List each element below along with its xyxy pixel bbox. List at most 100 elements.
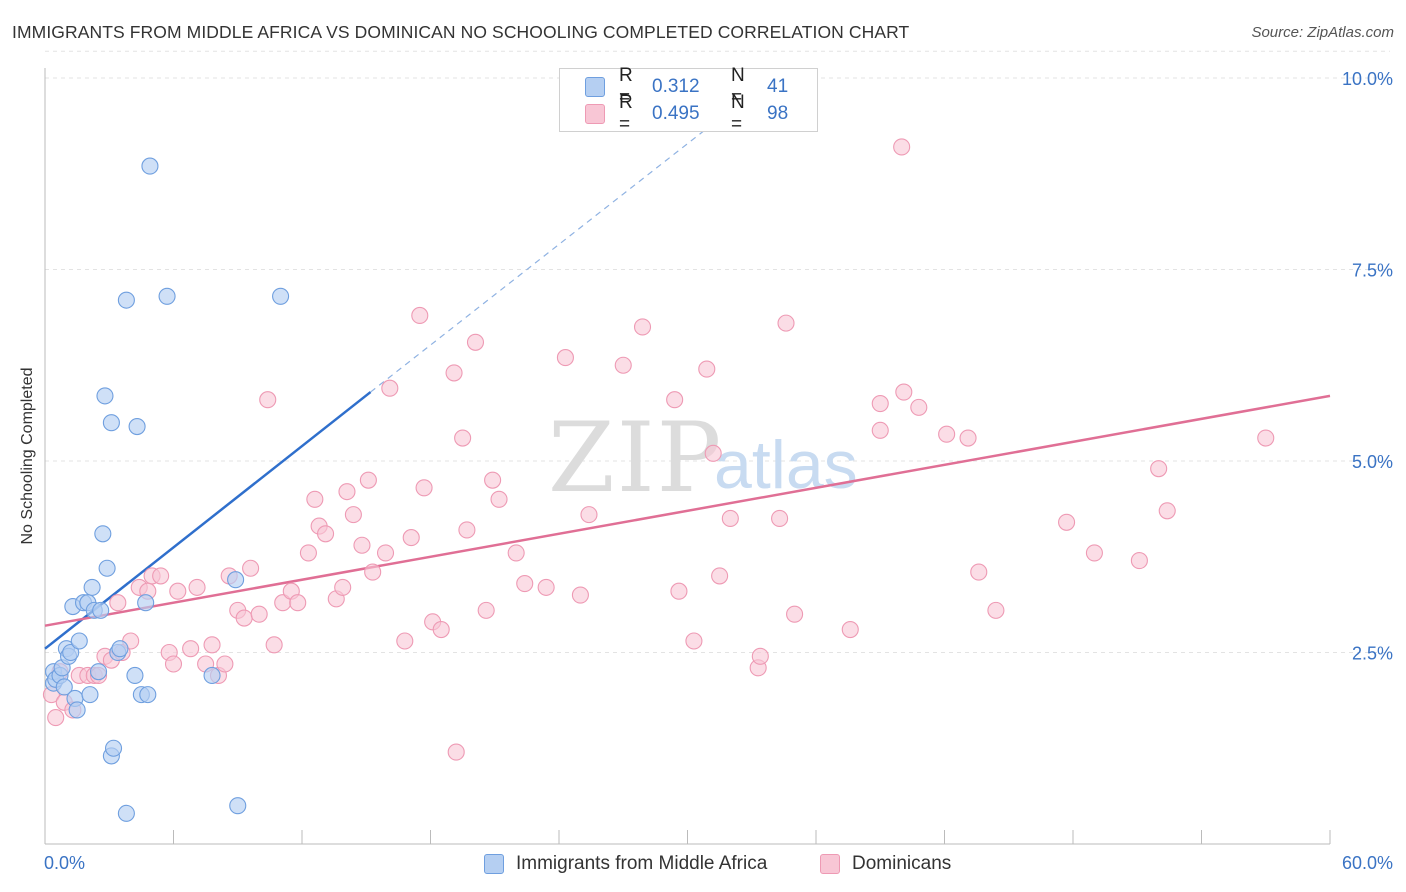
- data-point-dominicans: [786, 605, 804, 623]
- data-point-middle-africa: [68, 701, 86, 719]
- data-point-middle-africa: [92, 601, 110, 619]
- data-point-dominicans: [704, 444, 722, 462]
- r-value: 0.312: [652, 76, 700, 97]
- data-point-dominicans: [556, 349, 574, 367]
- data-point-dominicans: [299, 544, 317, 562]
- data-point-dominicans: [970, 563, 988, 581]
- data-point-dominicans: [415, 479, 433, 497]
- chart-title: IMMIGRANTS FROM MIDDLE AFRICA VS DOMINIC…: [12, 22, 910, 42]
- series-middle-africa: [45, 157, 290, 822]
- data-point-dominicans: [537, 578, 555, 596]
- data-point-dominicans: [216, 655, 234, 673]
- data-point-middle-africa: [94, 525, 112, 543]
- series-dominicans: [42, 138, 1275, 761]
- data-point-dominicans: [771, 509, 789, 528]
- watermark-zip: ZIP: [548, 402, 723, 514]
- data-point-dominicans: [359, 471, 377, 489]
- data-point-middle-africa: [89, 663, 108, 681]
- data-point-dominicans: [893, 138, 911, 156]
- data-point-middle-africa: [141, 157, 159, 175]
- data-point-dominicans: [666, 391, 684, 409]
- correlation-legend: R = 0.312 N = 41 R = 0.495 N = 98: [559, 65, 818, 135]
- data-point-dominicans: [445, 364, 463, 382]
- data-point-dominicans: [670, 582, 688, 600]
- data-point-dominicans: [334, 578, 352, 596]
- data-point-middle-africa: [117, 804, 135, 822]
- data-point-dominicans: [259, 391, 277, 409]
- data-point-dominicans: [1058, 513, 1076, 531]
- swatch-middle-africa: [585, 77, 605, 97]
- data-point-dominicans: [871, 421, 889, 439]
- data-point-dominicans: [152, 567, 170, 585]
- y-tick-label: 2.5%: [1352, 644, 1393, 664]
- data-point-middle-africa: [128, 417, 146, 436]
- data-point-dominicans: [169, 582, 187, 600]
- data-point-dominicans: [432, 620, 450, 639]
- data-point-dominicans: [364, 563, 382, 581]
- data-point-dominicans: [959, 429, 977, 447]
- data-point-dominicans: [235, 609, 253, 627]
- y-tick-labels: 2.5% 5.0% 7.5% 10.0%: [1342, 69, 1393, 664]
- data-point-dominicans: [47, 709, 65, 727]
- data-point-dominicans: [381, 379, 399, 397]
- data-point-dominicans: [841, 620, 859, 639]
- n-label: N =: [731, 92, 745, 135]
- trend-line-middle-africa-extension: [370, 92, 753, 393]
- data-point-dominicans: [580, 506, 598, 524]
- legend-item-middle-africa[interactable]: Immigrants from Middle Africa: [484, 852, 767, 876]
- n-label: N =: [731, 65, 745, 108]
- y-tick-label: 10.0%: [1342, 69, 1393, 89]
- data-point-dominicans: [571, 586, 589, 604]
- grid-lines: [45, 50, 1390, 653]
- data-point-dominicans: [490, 490, 508, 508]
- trend-line-dominicans: [44, 394, 1331, 627]
- legend-swatch-middle-africa: [484, 854, 504, 874]
- trend-lines-middle-africa: [44, 92, 753, 650]
- data-point-dominicans: [353, 536, 371, 554]
- data-point-dominicans: [411, 306, 429, 325]
- data-point-middle-africa: [70, 632, 88, 650]
- data-point-dominicans: [344, 506, 362, 524]
- data-point-middle-africa: [158, 287, 176, 305]
- data-point-dominicans: [182, 640, 200, 658]
- data-point-middle-africa: [126, 666, 144, 685]
- data-point-dominicans: [1150, 460, 1168, 478]
- legend-label-middle-africa: Immigrants from Middle Africa: [516, 853, 768, 874]
- data-point-dominicans: [685, 632, 703, 650]
- watermark-atlas: atlas: [714, 427, 858, 503]
- legend-swatch-dominicans: [820, 854, 840, 874]
- legend-item-dominicans[interactable]: Dominicans: [820, 852, 951, 876]
- data-point-dominicans: [454, 429, 472, 447]
- data-point-dominicans: [751, 647, 769, 665]
- data-point-dominicans: [338, 483, 356, 501]
- data-point-dominicans: [987, 601, 1005, 619]
- data-point-middle-africa: [104, 739, 123, 757]
- data-point-dominicans: [477, 601, 495, 619]
- data-point-middle-africa: [139, 686, 157, 704]
- x-tick-labels: 0.0% 60.0%: [44, 853, 1393, 873]
- data-point-middle-africa: [111, 640, 129, 658]
- data-point-middle-africa: [272, 287, 290, 305]
- data-point-dominicans: [507, 544, 525, 562]
- data-point-dominicans: [466, 333, 485, 351]
- data-point-dominicans: [516, 575, 534, 593]
- swatch-dominicans: [585, 104, 605, 124]
- x-tick-label-min: 0.0%: [44, 853, 85, 873]
- y-tick-label: 5.0%: [1352, 452, 1393, 472]
- data-point-dominicans: [777, 314, 795, 332]
- data-point-middle-africa: [81, 686, 99, 704]
- data-point-dominicans: [698, 360, 716, 378]
- data-point-dominicans: [910, 398, 928, 416]
- x-tick-label-max: 60.0%: [1342, 853, 1393, 873]
- data-point-middle-africa: [137, 594, 155, 612]
- data-point-dominicans: [188, 578, 206, 596]
- data-point-dominicans: [306, 490, 324, 508]
- data-point-dominicans: [265, 636, 283, 654]
- data-point-dominicans: [1257, 429, 1275, 447]
- source-label: Source: ZipAtlas.com: [1251, 24, 1394, 41]
- data-point-dominicans: [871, 394, 889, 413]
- y-tick-label: 7.5%: [1352, 261, 1393, 281]
- data-point-dominicans: [721, 509, 739, 528]
- data-point-dominicans: [1158, 502, 1176, 520]
